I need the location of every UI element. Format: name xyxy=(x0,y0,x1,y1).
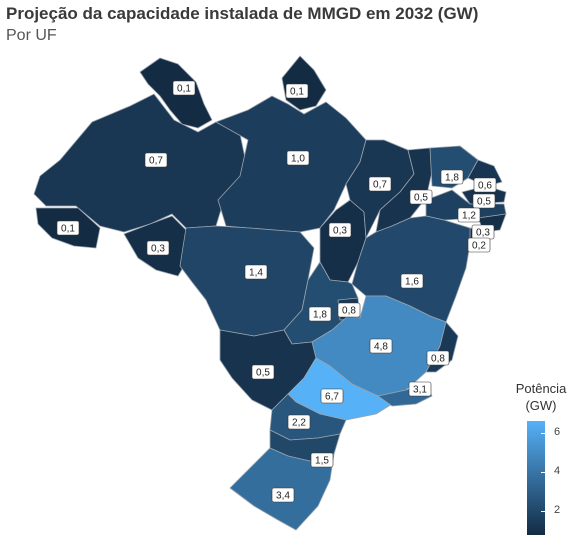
value-label-df: 0,8 xyxy=(342,306,356,317)
value-label-box xyxy=(440,169,464,185)
value-label-box xyxy=(244,264,268,280)
value-label-box xyxy=(369,338,393,354)
value-label-box xyxy=(56,220,80,236)
value-label-mt: 1,4 xyxy=(249,268,263,279)
value-label-rs: 3,4 xyxy=(276,491,290,502)
value-label-sp: 6,7 xyxy=(325,392,339,403)
value-label-box xyxy=(400,273,424,289)
value-label-pe: 1,2 xyxy=(462,211,476,222)
value-label-al: 0,3 xyxy=(476,228,490,239)
value-label-box xyxy=(320,388,344,404)
value-label-ro: 0,3 xyxy=(151,244,165,255)
value-label-box xyxy=(368,176,392,192)
value-label-box xyxy=(473,177,497,193)
legend-colorbar xyxy=(527,421,545,535)
legend-tick-label: 2 xyxy=(554,504,561,516)
value-label-rj: 3,1 xyxy=(413,385,427,396)
value-label-go: 1,8 xyxy=(313,310,327,321)
chart-subtitle: Por UF xyxy=(6,27,57,44)
value-label-pa: 1,0 xyxy=(291,154,305,165)
value-label-ba: 1,6 xyxy=(405,277,419,288)
value-label-box xyxy=(328,222,352,238)
value-label-ms: 0,5 xyxy=(256,368,270,379)
value-label-box xyxy=(144,152,168,168)
value-label-box xyxy=(408,381,432,397)
value-label-es: 0,8 xyxy=(431,354,445,365)
value-label-to: 0,3 xyxy=(333,226,347,237)
value-label-box xyxy=(146,240,170,256)
legend-tick-label: 4 xyxy=(554,465,561,477)
value-label-rr: 0,1 xyxy=(177,84,191,95)
value-label-pb: 0,5 xyxy=(477,197,491,208)
state-ap xyxy=(281,55,327,111)
value-label-box xyxy=(308,306,332,322)
value-label-box xyxy=(337,302,361,318)
value-label-box xyxy=(457,207,481,223)
value-label-ce: 1,8 xyxy=(445,173,459,184)
value-label-box xyxy=(409,189,433,205)
value-label-ma: 0,7 xyxy=(373,180,387,191)
chart-title: Projeção da capacidade instalada de MMGD… xyxy=(6,4,479,23)
value-label-box xyxy=(426,350,450,366)
value-label-box xyxy=(271,487,295,503)
value-label-box xyxy=(310,452,334,468)
legend-title: Potência (GW) xyxy=(506,380,576,414)
value-label-se: 0,2 xyxy=(472,241,486,252)
value-label-mg: 4,8 xyxy=(374,342,388,353)
value-label-pi: 0,5 xyxy=(414,193,428,204)
value-label-box xyxy=(251,364,275,380)
value-label-ap: 0,1 xyxy=(290,87,304,98)
value-label-pr: 2,2 xyxy=(292,418,306,429)
value-label-box xyxy=(286,150,310,166)
legend-tickmark xyxy=(541,472,545,473)
value-label-box xyxy=(172,80,196,96)
value-label-sc: 1,5 xyxy=(315,456,329,467)
legend-tick-label: 6 xyxy=(554,426,561,438)
value-label-box xyxy=(285,83,309,99)
legend-title-line2: (GW) xyxy=(525,398,557,413)
legend-tickmark xyxy=(541,511,545,512)
value-label-rn: 0,6 xyxy=(478,181,492,192)
value-label-ac: 0,1 xyxy=(61,224,75,235)
value-label-box xyxy=(287,414,311,430)
legend-tickmark xyxy=(541,433,545,434)
value-label-am: 0,7 xyxy=(149,156,163,167)
value-label-box xyxy=(472,193,496,209)
legend-title-line1: Potência xyxy=(515,381,567,396)
value-label-box xyxy=(467,237,491,253)
